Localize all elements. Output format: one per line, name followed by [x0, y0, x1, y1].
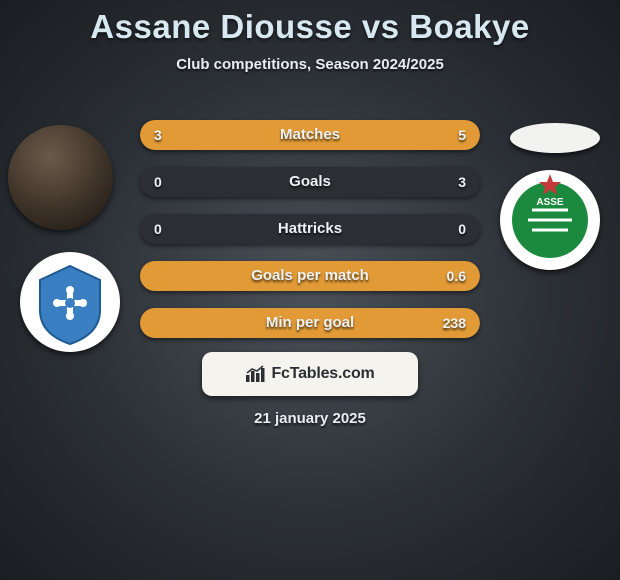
stats-container: 35Matches 03Goals 00Hattricks 0.6Goals per … [140, 120, 480, 355]
player-left-avatar [8, 125, 113, 230]
stat-row: 35Matches [140, 120, 480, 150]
player-right-avatar [510, 123, 600, 153]
stat-label: Min per goal [140, 308, 480, 338]
snapshot-date: 21 january 2025 [0, 410, 620, 427]
club-right-crest: ASSE [500, 170, 600, 270]
stat-label: Hattricks [140, 214, 480, 244]
stat-label: Goals per match [140, 261, 480, 291]
page-title: Assane Diousse vs Boakye [0, 0, 620, 46]
page-subtitle: Club competitions, Season 2024/2025 [0, 56, 620, 73]
stat-row: 03Goals [140, 167, 480, 197]
branding-text: FcTables.com [271, 365, 374, 383]
club-left-crest [20, 252, 120, 352]
chart-icon [245, 365, 265, 383]
stat-row: 0.6Goals per match [140, 261, 480, 291]
stat-label: Goals [140, 167, 480, 197]
branding-badge: FcTables.com [202, 352, 418, 396]
svg-text:ASSE: ASSE [536, 197, 564, 208]
stat-row: 00Hattricks [140, 214, 480, 244]
stat-row: 238Min per goal [140, 308, 480, 338]
stat-label: Matches [140, 120, 480, 150]
